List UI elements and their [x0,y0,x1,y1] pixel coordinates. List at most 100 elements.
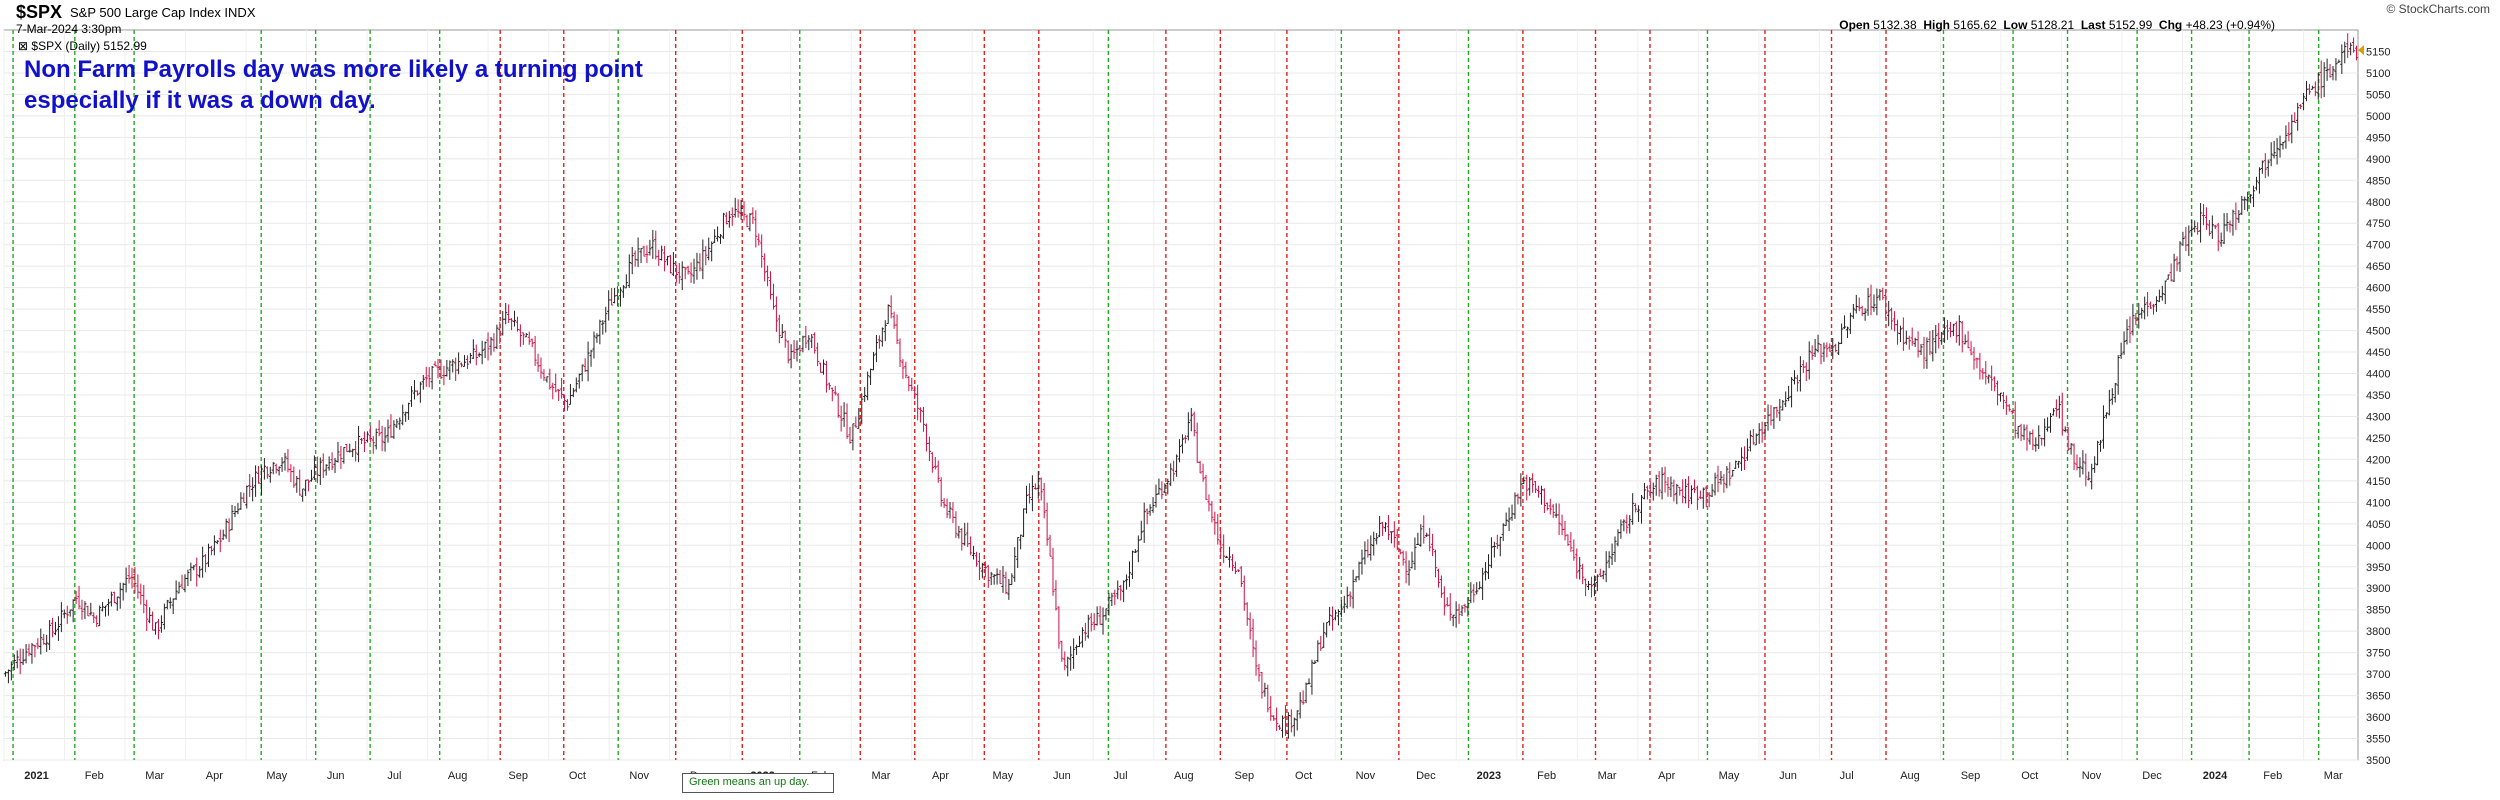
ohlc-bar-up [1154,484,1158,508]
ohlc-bar-up [880,327,884,347]
ohlc-bar-up [1854,294,1858,314]
ohlc-bar-up [1378,516,1382,538]
open-label: Open [1839,18,1870,32]
ohlc-bar-up [883,320,887,342]
ohlc-bar-up [2154,296,2159,312]
ohlc-bar-up [1539,485,1544,505]
ohlc-bar-up [2048,412,2053,433]
chg-label: Chg [2158,18,2183,32]
ohlc-bar-down [1445,597,1449,607]
ohlc-bar-up [1689,485,1694,505]
ohlc-bar-down [1825,342,1829,358]
ohlc-bar-up [2248,194,2253,204]
ohlc-bar-down [321,453,325,479]
ohlc-bar-up [236,502,240,515]
ohlc-bar-up [271,462,275,475]
ohlc-bar-down [2013,401,2017,439]
ohlc-bar-up [524,332,528,338]
ohlc-bar-down [892,311,896,329]
ohlc-bar-up [571,387,575,398]
ohlc-bar-down [983,561,987,578]
ohlc-bar-down [2004,395,2008,415]
ohlc-bar-up [356,425,361,463]
ohlc-bar-down [1672,479,1676,502]
ohlc-bar-up [1333,609,1338,621]
ohlc-bar-down [371,436,375,454]
x-tick-label: Apr [1658,770,1675,782]
ohlc-bar-up [1080,627,1085,648]
ohlc-bar-down [1433,549,1438,578]
ohlc-bar-down [836,393,840,418]
ohlc-bar-down [339,445,343,469]
ohlc-bar-up [1778,398,1782,422]
ohlc-bar-up [62,609,66,619]
ohlc-bar-down [2146,292,2150,317]
ohlc-bar-up [1957,315,1961,346]
ohlc-bar-up [630,246,634,275]
ohlc-bar-up [1486,554,1491,580]
ohlc-bar-up [2296,102,2300,131]
ohlc-bar-down [1045,502,1049,546]
ohlc-bar-up [6,669,11,684]
ohlc-bar-up [1383,522,1388,532]
ohlc-bar-up [1898,325,1903,343]
ohlc-bar-up [1389,531,1393,544]
ohlc-bar-up [451,359,455,373]
ohlc-bar-up [1757,423,1761,444]
ohlc-bar-down [427,367,431,388]
ohlc-bar-up [501,310,505,336]
ohlc-bar-down [998,569,1002,585]
series-legend: ⊠ $SPX (Daily) 5152.99 [18,39,147,53]
ohlc-bar-up [68,609,72,617]
ohlc-bar-up [392,420,396,439]
ohlc-bar-down [833,385,837,396]
ohlc-bar-down [1981,368,1985,380]
ohlc-bar-up [1419,524,1423,547]
ohlc-bar-up [648,239,652,256]
ohlc-bar-up [409,386,414,407]
x-tick-label: Feb [85,770,104,782]
y-tick-label: 5100 [2366,68,2390,80]
ohlc-bar-down [1172,460,1176,482]
ohlc-bar-down [112,591,116,604]
ohlc-bar-up [1622,519,1626,532]
ohlc-bar-down [1993,376,1997,392]
y-tick-label: 4300 [2366,411,2390,423]
ohlc-bar-up [1813,338,1817,358]
ohlc-bar-down [960,528,964,551]
ohlc-bar-up [304,479,308,497]
ohlc-bar-down [1033,483,1037,490]
ohlc-bar-up [589,349,593,367]
ohlc-bar-down [1795,374,1800,392]
ohlc-bar-up [1925,337,1929,369]
ohlc-bar-up [480,340,484,365]
ohlc-bar-down [515,316,520,332]
ohlc-bar-up [739,200,743,220]
x-tick-label: Aug [448,770,468,782]
ohlc-bar-down [645,245,649,264]
ohlc-bar-up [1127,561,1132,587]
ohlc-bar-up [1410,551,1414,569]
ohlc-bar-up [103,605,108,617]
ohlc-bar-down [203,554,208,573]
ohlc-bar-up [695,252,699,280]
ohlc-bar-up [1016,537,1020,568]
ohlc-bar-up [715,226,720,242]
ohlc-bar-up [1036,471,1040,499]
x-tick-label: Dec [1416,770,1436,782]
ohlc-bar-down [2072,443,2076,471]
ohlc-bar-down [1192,411,1196,437]
x-tick-label: Mar [145,770,164,782]
ohlc-bar-down [1916,331,1920,358]
ohlc-bar-up [1613,536,1617,562]
ohlc-bar-up [1169,463,1173,487]
x-tick-label: 2021 [24,770,48,782]
ohlc-bar-up [495,324,499,350]
ohlc-bar-up [221,529,225,540]
x-tick-label: Jun [327,770,345,782]
ohlc-bar-down [507,304,511,324]
x-tick-label: Apr [932,770,949,782]
ohlc-bar-down [1857,297,1861,312]
ohlc-bar-up [1737,460,1741,469]
ohlc-bar-down [1233,561,1238,575]
